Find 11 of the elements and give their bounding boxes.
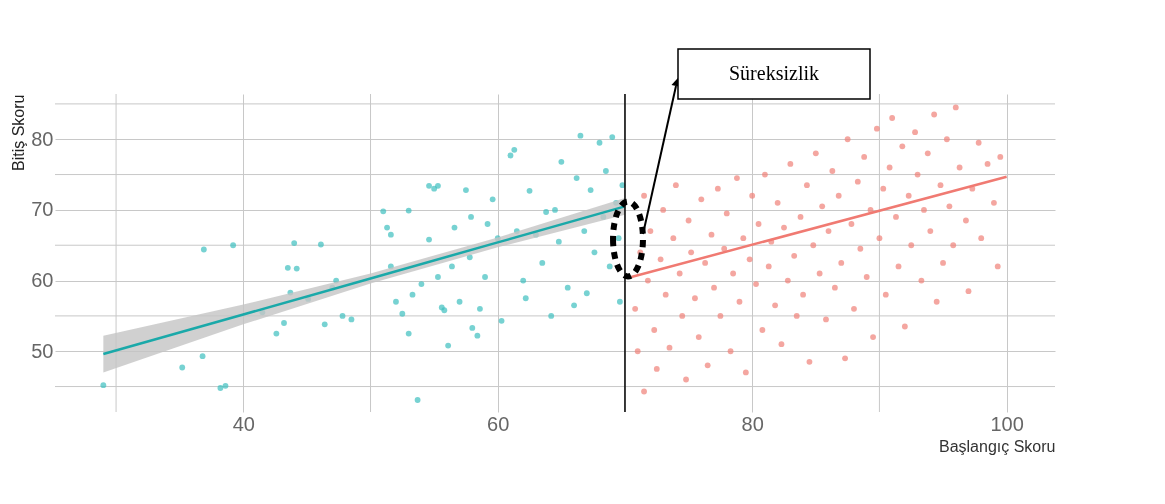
- y-tick-label: 80: [31, 127, 54, 150]
- x-tick-label: 40: [232, 412, 255, 435]
- y-tick-label: 50: [31, 339, 54, 362]
- x-tick-label: 100: [990, 412, 1024, 435]
- x-axis-title: Başlangıç Skoru: [938, 437, 1056, 455]
- x-tick-label: 80: [741, 412, 764, 435]
- y-tick-label: 60: [31, 269, 54, 292]
- x-tick-label: 60: [487, 412, 510, 435]
- y-axis-title: Bitiş Skoru: [10, 94, 28, 171]
- y-tick-label: 70: [31, 198, 54, 221]
- text: Süreksizlik: [729, 62, 819, 84]
